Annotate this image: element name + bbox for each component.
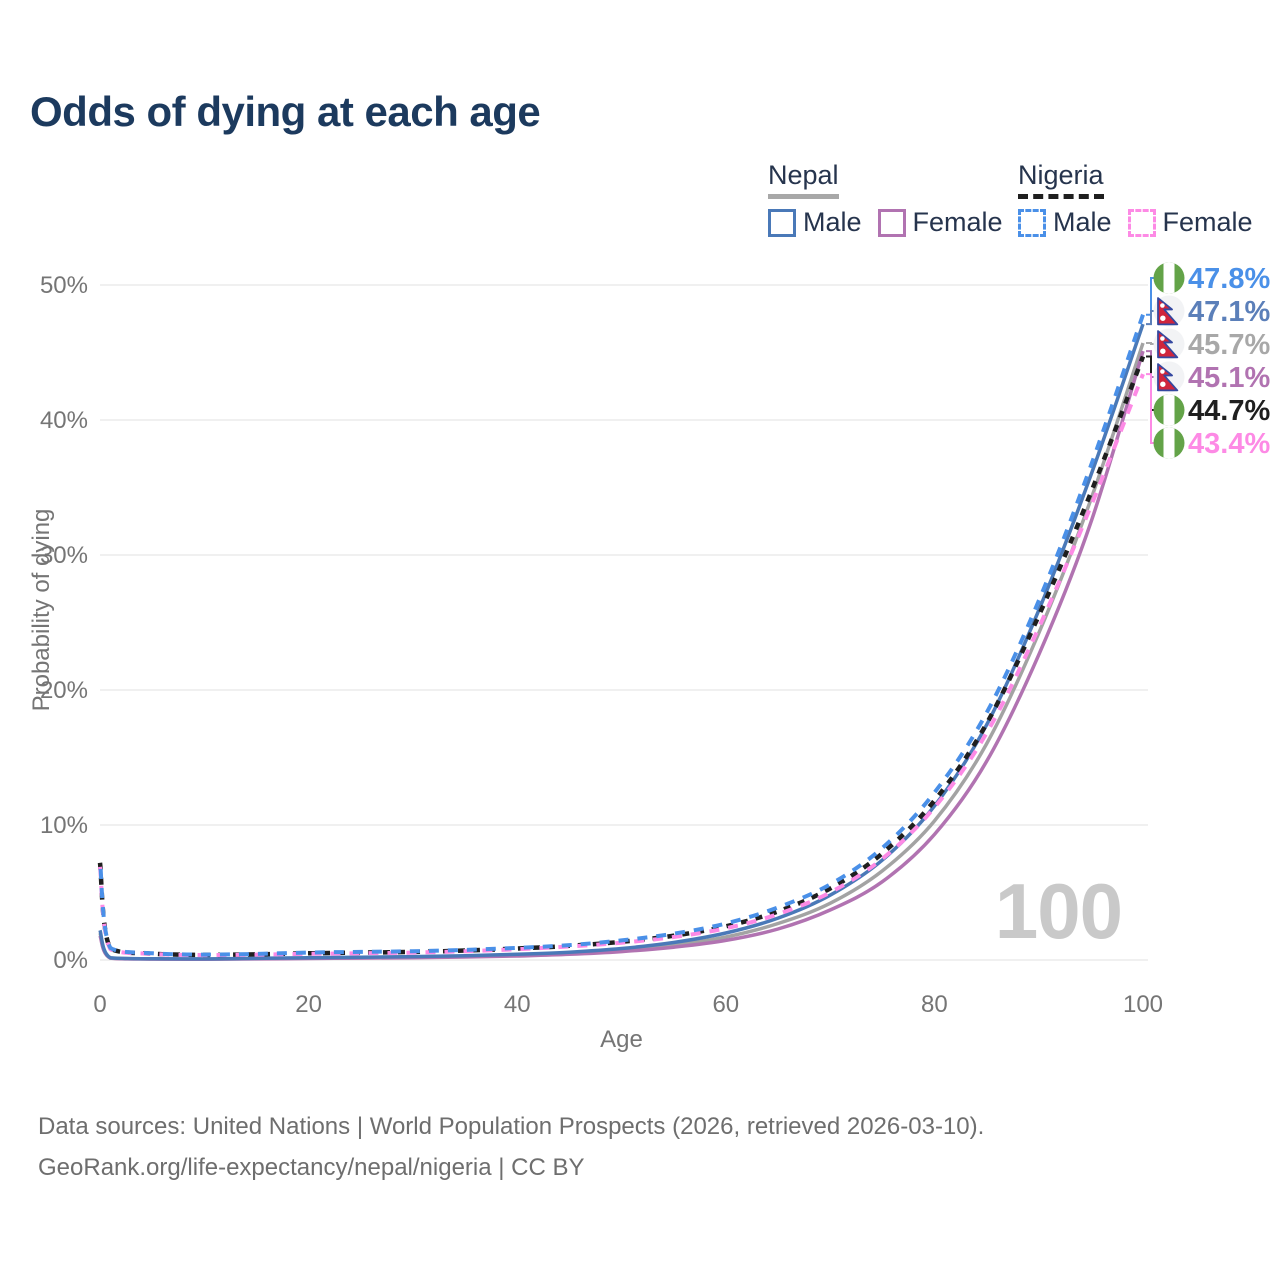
y-tick-label-20: 20% xyxy=(40,677,88,704)
nigeria-female-swatch-icon xyxy=(1127,208,1156,237)
series-line-nigeria-female[interactable] xyxy=(98,373,1145,958)
end-label-value[interactable]: 47.8% xyxy=(1188,263,1270,295)
y-axis-title: Probability of dying xyxy=(28,508,55,712)
y-tick-label-40: 40% xyxy=(40,407,88,434)
x-tick-label-80: 80 xyxy=(921,991,948,1018)
flag-icon-nigeria xyxy=(1153,394,1185,426)
series-line-nigeria-total[interactable] xyxy=(97,355,1146,958)
nepal-male-swatch-icon xyxy=(768,208,796,237)
legend-nigeria-male[interactable]: Male xyxy=(1018,207,1112,238)
y-tick-label-10: 10% xyxy=(40,812,88,839)
x-tick-label-0: 0 xyxy=(93,991,106,1018)
end-label-value[interactable]: 47.1% xyxy=(1188,296,1270,328)
legend-nigeria-female-label: Female xyxy=(1162,207,1253,237)
flag-icon-nigeria xyxy=(1153,427,1185,459)
page-title: Odds of dying at each age xyxy=(30,88,541,135)
y-tick-label-0: 0% xyxy=(53,947,88,974)
legend-nigeria-female[interactable]: Female xyxy=(1127,207,1253,238)
legend-nepal-header[interactable]: Nepal xyxy=(768,160,839,199)
legend-nepal-male[interactable]: Male xyxy=(768,207,862,238)
series-line-nepal-total[interactable] xyxy=(98,342,1145,961)
series-line-nepal-female[interactable] xyxy=(98,350,1145,961)
flag-icon-nepal-pennant xyxy=(1157,363,1179,392)
end-label-value[interactable]: 43.4% xyxy=(1188,428,1270,460)
legend-nepal-female[interactable]: Female xyxy=(877,207,1003,238)
end-label-value[interactable]: 45.7% xyxy=(1188,329,1270,361)
legend-nepal: Nepal Male Female xyxy=(768,160,1003,238)
footer-attribution-line: GeoRank.org/life-expectancy/nepal/nigeri… xyxy=(38,1154,585,1181)
end-label-value[interactable]: 44.7% xyxy=(1188,395,1270,427)
x-axis-title: Age xyxy=(600,1026,643,1053)
flag-icon-nigeria xyxy=(1153,262,1185,294)
end-label-value[interactable]: 45.1% xyxy=(1188,362,1270,394)
y-tick-label-30: 30% xyxy=(40,542,88,569)
legend-nigeria: Nigeria Male Female xyxy=(1018,160,1253,238)
legend-nigeria-male-label: Male xyxy=(1053,207,1112,237)
x-tick-label-100: 100 xyxy=(1123,991,1163,1018)
nigeria-male-swatch-icon xyxy=(1018,208,1046,237)
x-tick-label-60: 60 xyxy=(712,991,739,1018)
legend-nepal-female-label: Female xyxy=(912,207,1003,237)
data-sources-footer: Data sources: United Nations | World Pop… xyxy=(38,1106,984,1188)
y-tick-label-50: 50% xyxy=(40,272,88,299)
flag-icon-nepal-pennant xyxy=(1157,297,1179,326)
series-line-nigeria-male[interactable] xyxy=(98,314,1145,957)
age-counter-watermark: 100 xyxy=(994,867,1123,955)
nepal-female-swatch-icon xyxy=(877,208,906,237)
x-tick-label-40: 40 xyxy=(504,991,531,1018)
legend-nepal-male-label: Male xyxy=(803,207,862,237)
flag-icon-nepal-pennant xyxy=(1157,330,1179,359)
legend-nigeria-header[interactable]: Nigeria xyxy=(1018,160,1104,199)
x-tick-label-20: 20 xyxy=(295,991,322,1018)
footer-sources-line: Data sources: United Nations | World Pop… xyxy=(38,1113,985,1140)
